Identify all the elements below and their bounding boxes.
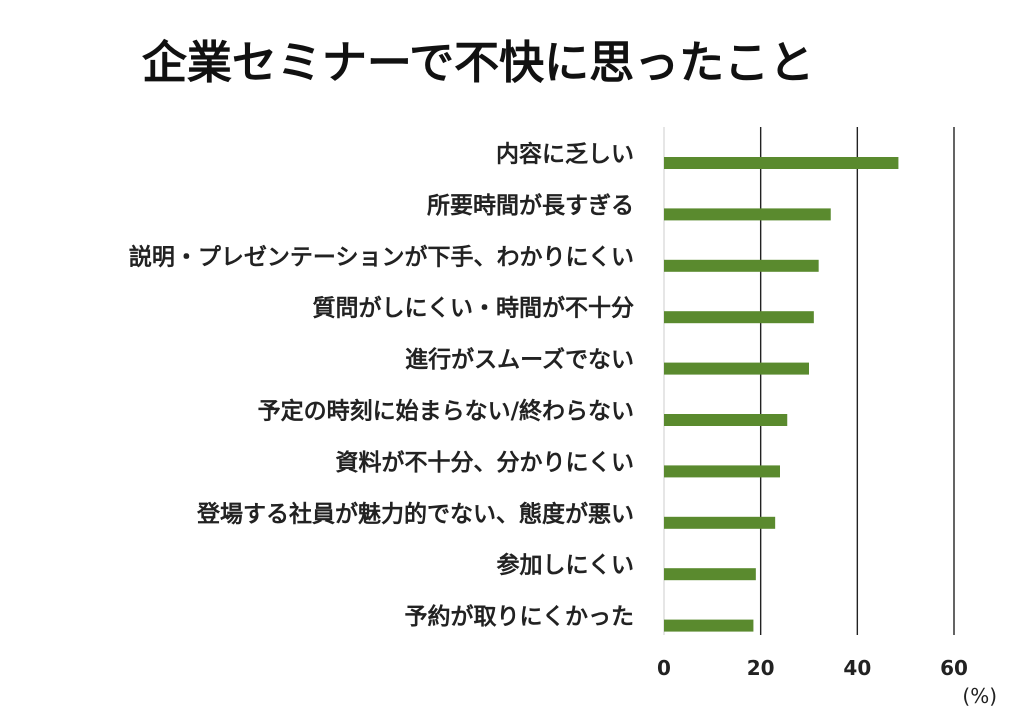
category-label: 予約が取りにくかった	[404, 603, 634, 630]
category-label: 登場する社員が魅力的でない、態度が悪い	[196, 500, 634, 527]
category-label: 資料が不十分、分かりにくい	[335, 449, 634, 476]
bar	[664, 311, 814, 324]
bar	[664, 568, 756, 581]
bar	[664, 619, 754, 632]
category-label: 内容に乏しい	[496, 141, 634, 168]
bar	[664, 362, 809, 375]
category-label: 所要時間が長すぎる	[427, 192, 634, 219]
bars	[664, 157, 899, 632]
bar	[664, 259, 819, 272]
category-label: 予定の時刻に始まらない/終わらない	[258, 398, 634, 425]
category-label: 進行がスムーズでない	[405, 346, 634, 373]
chart-title: 企業セミナーで不快に思ったこと	[142, 36, 814, 89]
bar	[664, 157, 899, 169]
category-label: 説明・プレゼンテーションが下手、わかりにくい	[129, 243, 634, 270]
bar	[664, 465, 780, 478]
category-labels: 内容に乏しい所要時間が長すぎる説明・プレゼンテーションが下手、わかりにくい質問が…	[129, 141, 634, 631]
bar	[664, 516, 776, 529]
x-tick-label: 60	[940, 656, 968, 680]
x-tick-label: 0	[657, 656, 671, 680]
bar	[664, 414, 788, 426]
unit-label: (%)	[962, 684, 997, 708]
bar	[664, 208, 831, 221]
x-tick-label: 20	[747, 656, 775, 680]
x-tick-labels: 0 20 40 60	[657, 656, 968, 680]
grid	[663, 127, 955, 635]
category-label: 参加しにくい	[496, 552, 634, 579]
x-tick-label: 40	[843, 656, 871, 680]
category-label: 質問がしにくい・時間が不十分	[312, 295, 634, 322]
